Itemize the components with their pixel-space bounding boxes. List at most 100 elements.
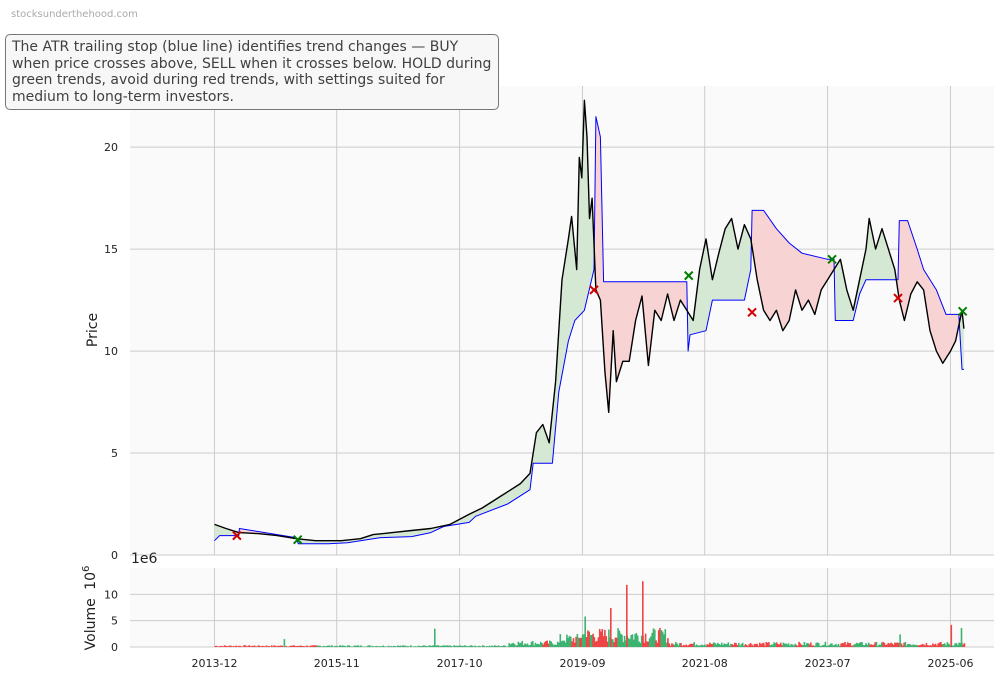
volume-bar [902,645,904,647]
volume-bar [541,643,543,647]
volume-bar [938,642,941,647]
volume-bar [795,644,798,647]
volume-bar [627,638,630,647]
volume-bar [269,646,272,647]
volume-bar [686,645,689,647]
volume-bar [710,644,712,647]
volume-bar [532,641,534,647]
volume-bar [553,645,555,647]
volume-bar [636,635,639,647]
volume-bar [319,645,321,647]
volume-bar [689,643,691,647]
volume-bar [591,635,593,647]
volume-bar [597,637,600,647]
volume-bar [782,642,785,647]
volume-bar [529,644,531,647]
bull-fill-6 [834,221,897,321]
volume-bar [749,643,752,647]
volume-bar [738,642,740,647]
volume-bar [787,643,790,647]
volume-bar [562,640,564,647]
volume-bar [613,642,615,647]
watermark: stocksunderthehood.com [11,9,138,20]
volume-bar [297,645,299,647]
volume-bar [836,645,838,647]
volume-bar [936,645,938,647]
volume-bar [923,644,925,647]
volume-bar [434,645,437,647]
volume-bar [260,646,262,647]
volume-bar [420,646,423,647]
volume-bar [243,645,245,647]
volume-bar [892,644,895,647]
buy-marker-1 [292,534,303,545]
volume-bar [487,646,489,647]
volume-bar [495,645,497,647]
volume-bar [352,646,354,647]
volume-bar [298,646,300,647]
volume-bar [588,631,590,647]
volume-bar [466,646,468,647]
volume-bar [823,644,825,647]
volume-bar [953,645,955,647]
volume-bar [240,646,243,647]
volume-bar [644,633,647,647]
price-tick-label-4: 20 [104,141,118,154]
volume-tick-label-1: 5 [111,615,118,628]
volume-bar [676,643,678,647]
volume-bar [431,645,433,647]
volume-bar [678,643,681,647]
volume-bar [412,646,415,647]
volume-bar [815,642,817,647]
volume-bar [322,646,324,647]
volume-bar [335,645,337,647]
volume-bar [449,645,451,647]
volume-bar [837,643,840,647]
volume-bar [951,645,954,647]
volume-bar [933,644,936,647]
volume-bar [285,646,287,647]
volume-bar [492,646,495,647]
volume-bar [736,645,739,647]
volume-bar [364,646,366,647]
volume-bar [357,645,360,647]
volume-bar [467,646,470,647]
volume-bar [457,646,459,647]
volume-bar [854,643,857,647]
volume-bar [635,632,638,647]
volume-bar [238,645,240,647]
volume-bar [804,644,807,647]
volume-bar [921,643,924,647]
volume-bar [424,645,426,647]
volume-ylabel-base: 10 [83,572,99,590]
volume-bar [454,645,457,647]
volume-bar [493,645,496,647]
volume-bar [547,643,550,647]
volume-bar [595,641,597,647]
volume-bar [360,645,362,647]
volume-bar [491,645,493,647]
volume-bar [629,639,631,647]
volume-bar [558,642,560,647]
volume-bar [630,635,632,647]
volume-bar [776,642,778,647]
volume-bar [728,645,731,647]
volume-bar [672,644,674,647]
volume-bar [288,646,290,647]
volume-bar [302,646,304,647]
volume-bar [252,645,255,647]
volume-bar [812,645,815,647]
volume-bar [861,642,863,647]
volume-bar [543,642,546,647]
x-tick-label-4: 2021-08 [682,657,728,670]
volume-bar [625,640,627,647]
volume-bar [752,645,754,647]
volume-bar [849,643,852,647]
volume-bar [762,642,765,647]
volume-bar [436,645,438,647]
volume-ylabel-text: Volume [83,598,99,650]
volume-bar [419,646,421,647]
volume-bar [247,646,249,647]
volume-bar [723,643,726,647]
volume-bar [799,643,802,647]
